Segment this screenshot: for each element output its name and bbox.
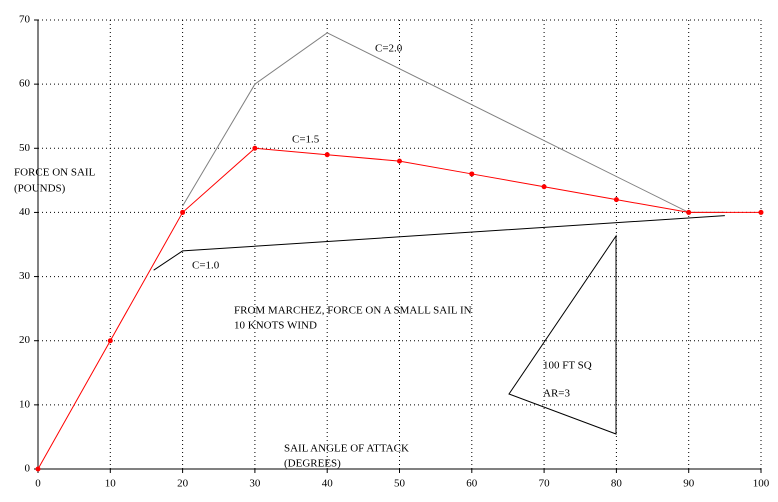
data-point: [397, 158, 402, 164]
data-point: [107, 338, 113, 344]
data-point: [252, 145, 258, 151]
x-tick-label: 80: [611, 478, 623, 490]
y-tick-label: 60: [19, 78, 31, 90]
annotation: 100 FT SQ: [543, 360, 592, 372]
y-tick-label: 10: [19, 398, 31, 410]
x-tick-label: 40: [322, 478, 334, 490]
y-axis-label: FORCE ON SAIL: [14, 167, 96, 179]
data-point: [35, 466, 41, 472]
data-point: [613, 197, 619, 203]
data-point: [180, 209, 186, 215]
x-axis-label: SAIL ANGLE OF ATTACK: [284, 443, 409, 455]
series-label: C=2.0: [375, 43, 403, 55]
x-tick-label: 0: [35, 478, 41, 490]
x-tick-label: 20: [177, 478, 189, 490]
data-point: [324, 152, 330, 158]
series-label: C=1.5: [292, 134, 320, 146]
data-point: [469, 171, 475, 177]
data-point: [541, 184, 547, 190]
x-tick-label: 10: [105, 478, 117, 490]
x-tick-label: 70: [539, 478, 551, 490]
y-tick-label: 50: [19, 142, 31, 154]
y-tick-label: 70: [19, 14, 31, 26]
y-tick-label: 30: [19, 270, 31, 282]
data-point: [758, 209, 764, 215]
series-line: [153, 215, 725, 271]
annotation: 10 KNOTS WIND: [234, 320, 317, 332]
y-tick-label: 40: [19, 206, 31, 218]
y-tick-label: 0: [25, 463, 31, 475]
data-point: [686, 209, 692, 215]
x-tick-label: 100: [753, 478, 770, 490]
x-tick-label: 50: [394, 478, 406, 490]
x-tick-label: 90: [683, 478, 695, 490]
x-axis-label: (DEGREES): [284, 458, 341, 470]
x-tick-label: 30: [249, 478, 261, 490]
y-axis-label: (POUNDS): [14, 183, 66, 195]
annotation: AR=3: [543, 388, 570, 400]
sail-triangle: [508, 234, 617, 435]
y-tick-label: 20: [19, 334, 31, 346]
series-label: C=1.0: [192, 260, 220, 272]
annotation: FROM MARCHEZ, FORCE ON A SMALL SAIL IN: [234, 305, 472, 317]
x-tick-label: 60: [466, 478, 478, 490]
